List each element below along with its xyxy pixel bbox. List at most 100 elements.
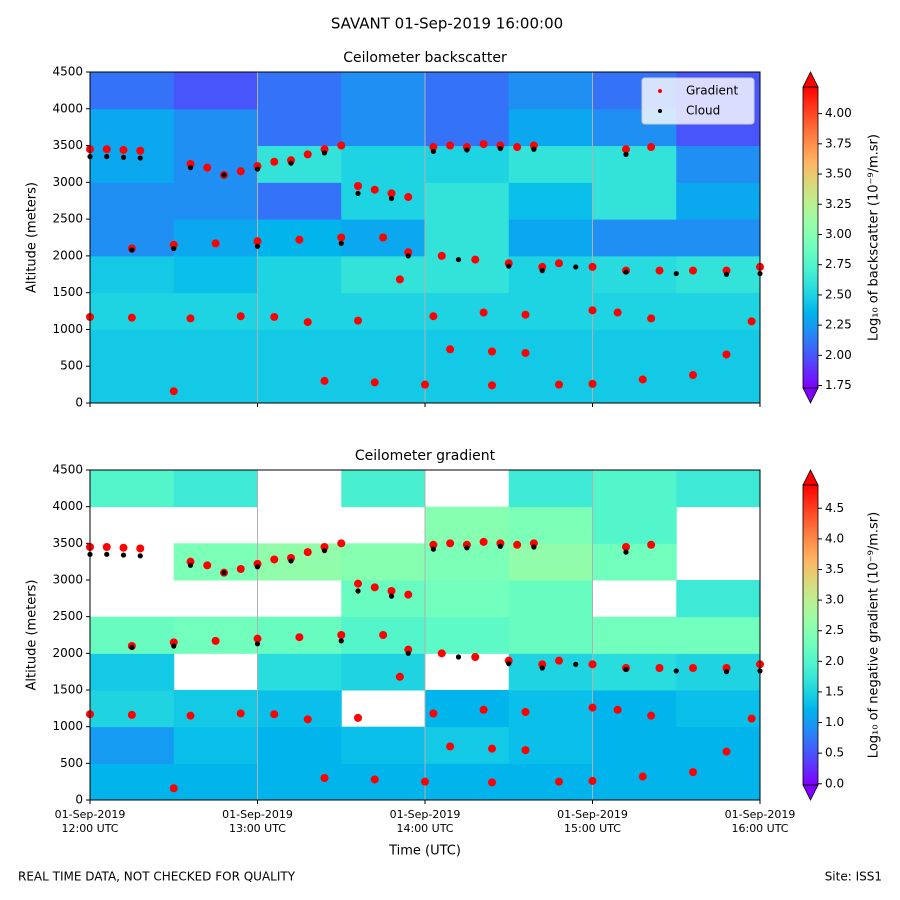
- gradient-point: [421, 380, 429, 389]
- colorbar-tick-label: 0.5: [825, 746, 844, 760]
- gradient-point: [437, 251, 446, 260]
- heatmap-cell: [173, 72, 258, 110]
- gradient-point: [521, 348, 530, 357]
- heatmap-cell: [90, 72, 175, 110]
- colorbar-tick-label: 2.50: [825, 287, 852, 301]
- cloud-point: [355, 588, 361, 594]
- cloud-point: [573, 264, 579, 270]
- gradient-point: [119, 145, 128, 154]
- heatmap-cell: [676, 653, 761, 691]
- x-axis-label: Time (UTC): [388, 844, 461, 859]
- gradient-point: [337, 233, 346, 242]
- heatmap-cell: [341, 145, 426, 183]
- gradient-point: [647, 540, 656, 549]
- y-tick-label: 3000: [52, 175, 83, 189]
- gradient-point: [638, 375, 647, 384]
- cloud-point: [321, 150, 328, 156]
- gradient-point: [471, 255, 480, 264]
- colorbar-tick-label: 4.00: [825, 106, 852, 120]
- cloud-point: [288, 160, 294, 166]
- heatmap-cell: [425, 726, 510, 764]
- heatmap-cell: [508, 580, 593, 618]
- y-axis-label: Altitude (meters): [25, 182, 40, 293]
- heatmap-cell: [676, 366, 761, 404]
- heatmap-cell: [257, 145, 342, 183]
- heatmap-cell: [508, 763, 593, 801]
- heatmap-cell: [676, 145, 761, 183]
- gradient-point: [488, 778, 496, 787]
- gradient-point: [337, 539, 346, 548]
- heatmap-cell: [676, 580, 761, 618]
- cloud-point: [321, 548, 328, 554]
- gradient-point: [270, 157, 279, 166]
- gradient-point: [722, 747, 731, 756]
- heatmap-cell: [508, 329, 593, 367]
- heatmap-cell: [90, 255, 175, 294]
- cloud-point: [338, 638, 344, 644]
- heatmap-cell: [341, 366, 426, 404]
- gradient-point: [555, 259, 563, 268]
- legend-label: Cloud: [686, 104, 720, 118]
- gradient-point: [622, 543, 630, 551]
- gradient-point: [370, 378, 379, 387]
- gradient-point: [270, 312, 279, 321]
- gradient-point: [689, 266, 697, 275]
- colorbar-tick-label: 4.5: [825, 501, 844, 515]
- colorbar-tick-label: 0.0: [825, 776, 844, 790]
- gradient-point: [186, 314, 195, 323]
- heatmap-cell: [676, 292, 761, 330]
- gradient-point: [136, 544, 145, 553]
- cloud-point: [573, 661, 579, 667]
- heatmap-cell: [257, 108, 342, 147]
- heatmap-cell: [425, 219, 510, 257]
- cloud-point: [388, 593, 395, 599]
- gradient-point: [303, 715, 312, 724]
- gradient-point: [638, 772, 647, 781]
- heatmap-cell: [173, 763, 258, 801]
- x-tick-label-line: 12:00 UTC: [61, 822, 118, 835]
- gradient-point: [211, 636, 220, 645]
- heatmap-cell: [676, 182, 761, 220]
- heatmap-cell: [592, 506, 677, 544]
- gradient-point: [429, 312, 438, 321]
- y-tick-label: 500: [60, 756, 83, 770]
- gradient-point: [521, 310, 530, 319]
- gradient-point: [555, 656, 563, 665]
- x-tick-label: 01-Sep-2019 16:00 UTC: [725, 808, 796, 835]
- gradient-point: [613, 308, 622, 317]
- gradient-point: [488, 744, 496, 753]
- gradient-point: [395, 672, 404, 681]
- gradient-point: [488, 347, 496, 356]
- heatmap-cell: [173, 108, 258, 147]
- gradient-point: [421, 777, 429, 786]
- gradient-point: [127, 710, 136, 719]
- heatmap-cell: [90, 329, 175, 367]
- gradient-point: [211, 239, 220, 248]
- gradient-point: [429, 540, 438, 549]
- gradient-point: [479, 705, 488, 714]
- y-tick-label: 3500: [52, 536, 83, 550]
- gradient-point: [337, 141, 346, 150]
- heatmap-cell: [257, 726, 342, 764]
- gradient-point: [446, 141, 455, 150]
- y-tick-label: 0: [75, 396, 83, 410]
- gradient-point: [186, 711, 195, 720]
- cloud-point: [187, 562, 194, 568]
- heatmap-cell: [90, 145, 175, 183]
- heatmap-cell: [425, 255, 510, 294]
- cloud-point: [187, 165, 194, 171]
- gradient-point: [354, 182, 362, 191]
- gradient-point: [270, 710, 279, 719]
- heatmap-cell: [508, 616, 593, 654]
- heatmap-cell: [425, 690, 510, 728]
- heatmap-cell: [508, 366, 593, 404]
- heatmap-cell: [90, 690, 175, 728]
- gradient-point: [521, 746, 530, 755]
- y-tick-label: 500: [60, 359, 83, 373]
- colorbar-frame: [802, 484, 819, 786]
- gradient-point: [747, 317, 756, 326]
- y-tick-label: 2500: [52, 212, 83, 226]
- gradient-point: [479, 537, 488, 546]
- legend-box: [641, 77, 755, 125]
- cloud-point: [171, 245, 177, 252]
